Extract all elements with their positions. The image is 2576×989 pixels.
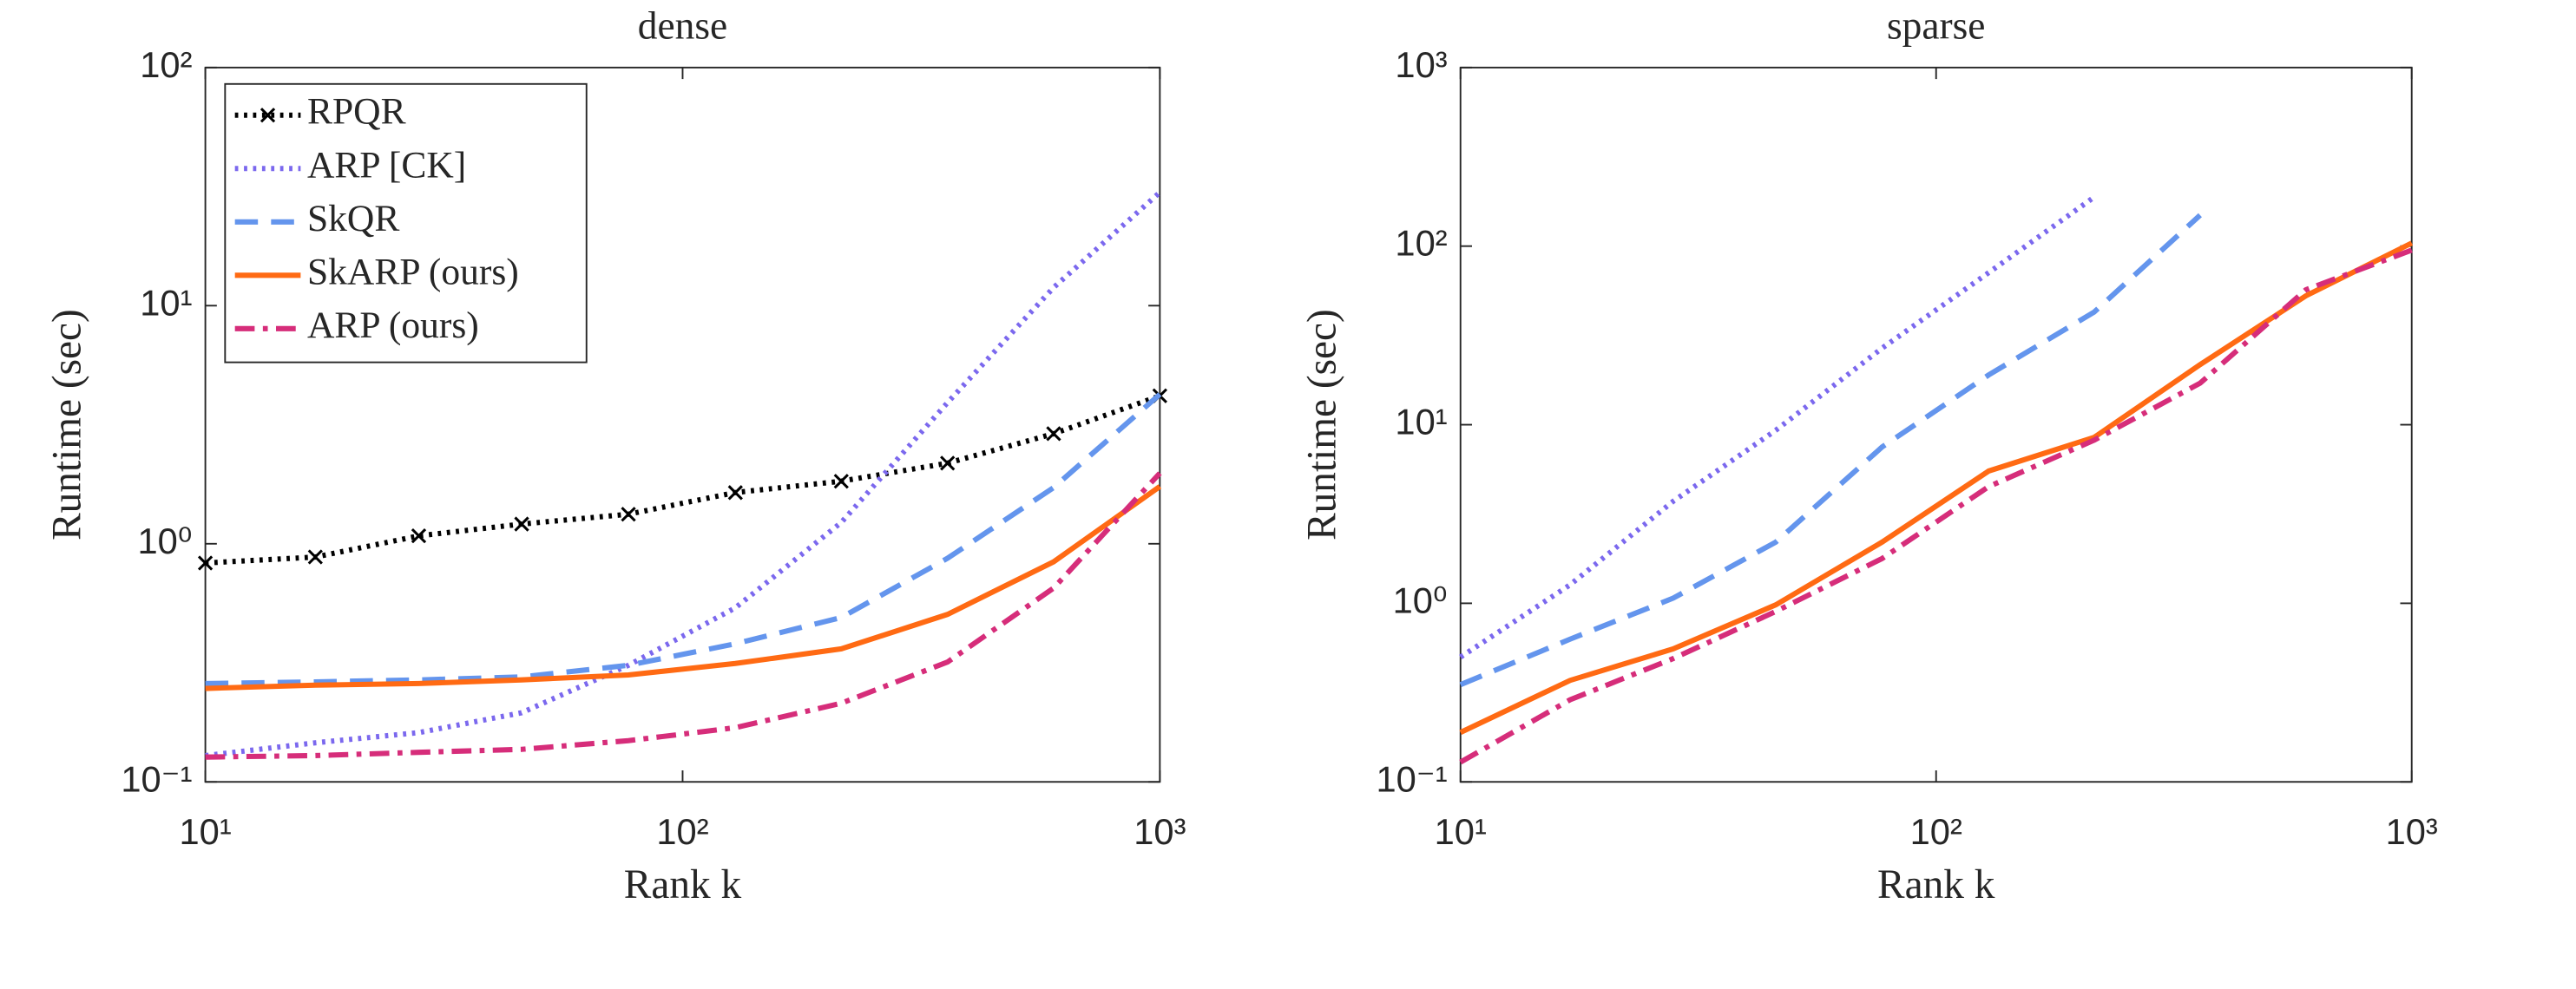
series-line [205,484,1162,691]
x-tick-label: 10² [1910,811,1962,852]
y-tick-label: 10⁰ [1393,580,1448,620]
marker [307,549,323,565]
marker [940,455,956,471]
marker [411,527,427,544]
legend-label: RPQR [307,91,406,133]
marker [197,555,214,571]
y-tick-label: 10² [140,44,192,85]
y-tick-label: 10³ [1395,44,1447,85]
marker [1046,426,1061,442]
series-line [1459,194,2096,659]
y-tick-label: 10⁰ [137,521,192,561]
x-tick-label: 10² [656,811,708,852]
x-tick-label: 10³ [1134,811,1186,852]
y-axis-label: Runtime (sec) [44,309,89,540]
series-line [1459,247,2413,765]
marker [727,485,743,501]
y-axis-label: Runtime (sec) [1299,309,1344,540]
x-tick-label: 10¹ [1435,811,1487,852]
x-tick-label: 10¹ [180,811,232,852]
y-tick-label: 10⁻¹ [1376,758,1447,799]
legend-label: SkQR [307,198,399,239]
legend-label: ARP [CK] [307,144,466,186]
series-line [205,471,1162,760]
marker [621,507,636,522]
y-tick-label: 10² [1395,223,1447,264]
series-line [1459,240,2414,736]
chart-title: dense [638,4,727,48]
y-tick-label: 10¹ [1395,402,1447,442]
x-axis-label: Rank k [1877,862,1995,907]
series-line [1459,213,2202,687]
legend-label: ARP (ours) [307,305,479,346]
x-axis-label: Rank k [624,862,742,907]
marker [833,474,849,489]
plot-frame [204,66,1161,783]
marker [514,516,529,532]
series-line [205,392,1162,686]
legend-label: SkARP (ours) [307,251,519,292]
legend-marker [260,108,276,123]
series-line [205,393,1161,566]
chart-title: sparse [1887,4,1985,48]
y-tick-label: 10⁻¹ [121,758,192,799]
plot-frame [1459,66,2413,783]
x-tick-label: 10³ [2386,811,2438,852]
y-tick-label: 10¹ [140,282,192,323]
series-line [205,190,1162,758]
